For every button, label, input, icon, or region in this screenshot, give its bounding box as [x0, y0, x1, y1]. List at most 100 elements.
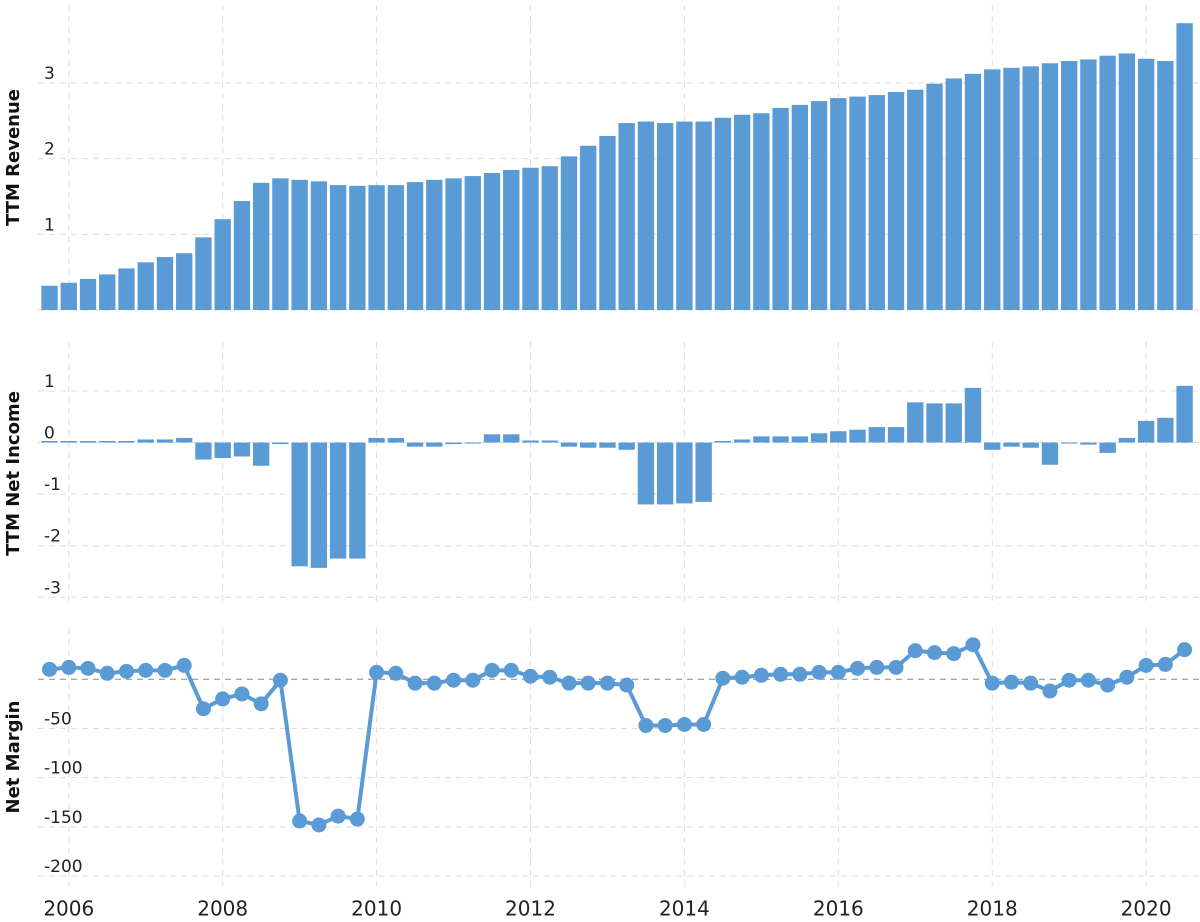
bar — [368, 437, 385, 443]
y-tick-label: 0 — [44, 424, 55, 444]
bar — [1003, 442, 1020, 447]
bar — [79, 441, 97, 443]
bar — [1022, 442, 1039, 448]
marker — [484, 662, 500, 678]
bar — [926, 403, 943, 443]
x-tick-label: 2006 — [43, 897, 94, 921]
bar — [714, 117, 732, 310]
bar — [329, 185, 347, 310]
bar — [41, 285, 58, 310]
bar — [1137, 58, 1155, 310]
y-tick-label: 1 — [44, 215, 55, 235]
marker — [138, 662, 154, 678]
marker — [523, 668, 539, 684]
bar — [695, 442, 712, 502]
bar — [964, 73, 982, 310]
marker — [542, 669, 558, 685]
marker — [676, 717, 692, 733]
bar — [810, 101, 828, 310]
bar — [772, 107, 789, 310]
y-tick-label: -50 — [44, 709, 72, 729]
marker — [503, 662, 519, 678]
x-tick-label: 2010 — [351, 897, 402, 921]
y-tick-label: 3 — [44, 64, 55, 84]
x-tick-label: 2016 — [813, 897, 864, 921]
bar — [1099, 442, 1116, 453]
bar — [1137, 420, 1155, 443]
bar — [464, 442, 481, 444]
bar — [1080, 442, 1097, 445]
bar — [830, 431, 847, 443]
marker — [157, 662, 173, 678]
marker — [965, 637, 981, 653]
bar — [714, 441, 732, 443]
marker — [234, 686, 250, 702]
marker — [1042, 683, 1058, 699]
bar — [406, 442, 424, 447]
bar — [849, 96, 866, 310]
bar — [984, 69, 1001, 311]
bar — [195, 237, 212, 310]
bar — [887, 427, 905, 443]
bar — [733, 114, 751, 310]
marker — [1023, 675, 1039, 691]
bar — [522, 440, 539, 443]
marker — [984, 675, 1000, 691]
bar — [618, 123, 635, 310]
bar — [445, 178, 462, 310]
bar — [1041, 63, 1059, 310]
bar — [637, 442, 655, 505]
bar — [156, 439, 174, 443]
bar — [252, 182, 270, 310]
bar — [984, 442, 1001, 450]
bar — [560, 156, 578, 310]
marker — [426, 675, 442, 691]
bar — [522, 167, 539, 310]
x-tick-label: 2014 — [659, 897, 710, 921]
marker — [80, 660, 96, 676]
bar — [406, 182, 424, 310]
x-tick-label: 2012 — [505, 897, 556, 921]
marker — [388, 665, 404, 681]
bar — [1080, 59, 1097, 310]
bar — [503, 169, 520, 310]
bar — [41, 441, 58, 443]
marker — [734, 669, 750, 685]
marker — [195, 701, 211, 717]
marker — [349, 811, 365, 827]
bar — [945, 78, 962, 310]
marker — [638, 717, 654, 733]
bar — [676, 442, 693, 504]
bar — [464, 176, 481, 310]
bar — [753, 113, 770, 311]
marker — [869, 659, 885, 675]
bar — [599, 442, 616, 448]
bar — [60, 282, 77, 310]
bar — [945, 403, 962, 443]
bar — [118, 441, 135, 443]
bar — [1003, 67, 1020, 310]
marker — [927, 645, 943, 661]
bar — [176, 253, 193, 310]
bar — [637, 121, 655, 310]
bar — [772, 436, 789, 443]
bar — [137, 439, 154, 443]
y-tick-label: -200 — [44, 857, 83, 877]
marker — [369, 664, 385, 680]
marker — [42, 661, 58, 677]
bar — [387, 437, 405, 443]
bar — [753, 436, 770, 443]
bar — [426, 442, 443, 447]
bar — [426, 179, 443, 310]
marker — [1080, 672, 1096, 688]
marker — [99, 665, 115, 681]
bar — [310, 442, 328, 568]
marker — [311, 817, 327, 833]
marker — [850, 660, 866, 676]
y-tick-label: -2 — [44, 527, 61, 547]
bar — [676, 121, 693, 310]
bar — [214, 219, 231, 310]
marker — [580, 675, 596, 691]
bar — [560, 442, 578, 447]
bar — [810, 433, 828, 443]
